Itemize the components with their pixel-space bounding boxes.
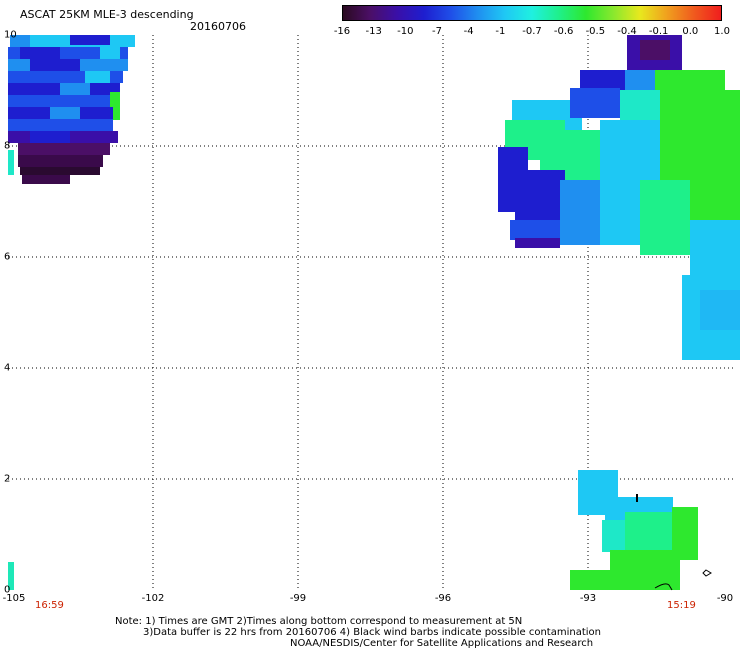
latitude-tick-label: 8 xyxy=(4,140,11,152)
time-right: 15:19 xyxy=(667,600,696,611)
colorbar-tick-label: -4 xyxy=(463,26,474,37)
swath-map xyxy=(8,35,740,591)
latitude-tick-label: 4 xyxy=(4,362,11,374)
longitude-tick-label: -99 xyxy=(289,593,307,604)
product-date: 20160706 xyxy=(190,20,246,33)
colorbar-tick-label: -0.1 xyxy=(648,26,669,37)
colorbar-tick-label: -1 xyxy=(495,26,506,37)
longitude-tick-label: -90 xyxy=(716,593,734,604)
longitude-tick-label: -96 xyxy=(434,593,452,604)
swath-bottom-right xyxy=(570,470,712,591)
note-line-1: Note: 1) Times are GMT 2)Times along bot… xyxy=(115,616,523,627)
latitude-tick-label: 0 xyxy=(4,584,11,596)
longitude-tick-label: -102 xyxy=(141,593,165,604)
time-left: 16:59 xyxy=(35,600,64,611)
note-line-2: 3)Data buffer is 22 hrs from 20160706 4)… xyxy=(143,627,601,638)
swath-left-bottom xyxy=(8,562,14,590)
latitude-tick-label: 6 xyxy=(4,251,11,263)
colorbar-tick-label: 1.0 xyxy=(714,26,730,37)
colorbar-tick-label: -10 xyxy=(397,26,414,37)
product-title: ASCAT 25KM MLE-3 descending xyxy=(20,8,194,21)
colorbar-tick-label: -0.4 xyxy=(617,26,637,37)
colorbar-tick-label: 0.0 xyxy=(682,26,699,37)
colorbar-tick-label: -0.5 xyxy=(585,26,606,37)
note-line-3: NOAA/NESDIS/Center for Satellite Applica… xyxy=(290,638,594,649)
colorbar xyxy=(342,5,722,21)
colorbar-tick-label: -7 xyxy=(432,26,442,37)
colorbar-tick-label: -13 xyxy=(365,26,382,37)
latitude-tick-label: 2 xyxy=(4,473,11,485)
colorbar-tick-label: -0.6 xyxy=(553,26,574,37)
swath-right xyxy=(498,35,740,360)
grid-lines xyxy=(8,35,735,590)
longitude-tick-label: -93 xyxy=(579,593,597,604)
longitude-tick-label: -105 xyxy=(2,593,26,604)
colorbar-tick-label: -16 xyxy=(333,26,351,37)
colorbar-tick-label: -0.7 xyxy=(522,26,542,37)
latitude-tick-label: 10 xyxy=(4,29,17,41)
swath-left xyxy=(8,35,135,184)
